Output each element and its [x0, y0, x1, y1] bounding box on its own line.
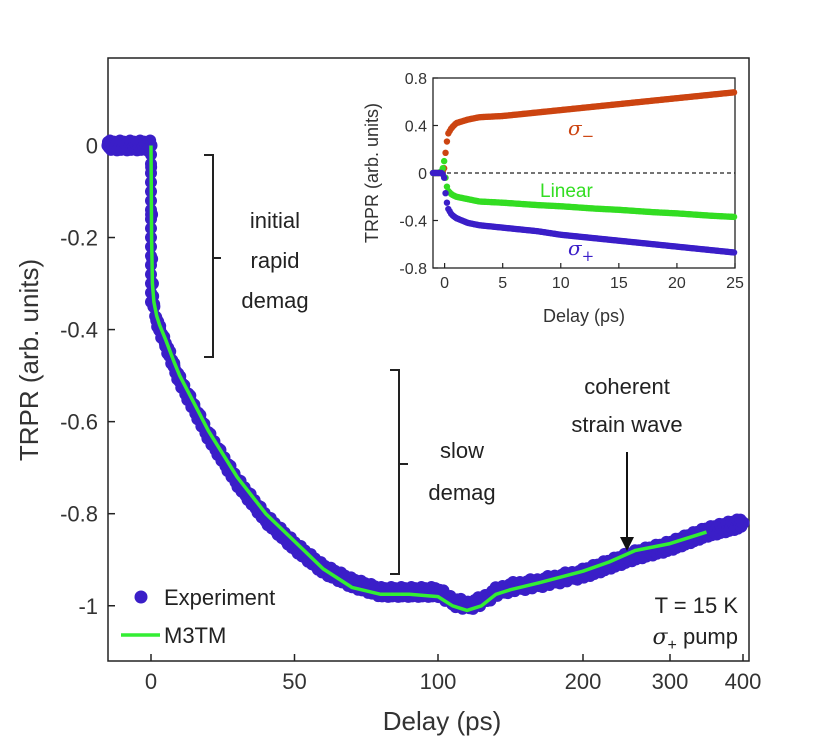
- temperature-label: T = 15 K: [655, 593, 739, 618]
- main-y-ticks: 0 -0.2 -0.4 -0.6 -0.8 -1: [60, 133, 115, 619]
- inset-x-tick-label: 10: [552, 275, 570, 292]
- initial-demag-label-2: rapid: [251, 248, 300, 273]
- experiment-point: [145, 139, 157, 152]
- inset-linear-point: [730, 213, 738, 221]
- main-x-tick-label: 300: [652, 669, 689, 694]
- inset-chart: 0.8 0.4 0 -0.4 -0.8 0 5 10 15 20 25 Delay (ps) TR…: [362, 71, 744, 326]
- main-y-tick-label: 0: [86, 133, 98, 158]
- inset-y-tick-label: 0.8: [405, 71, 427, 88]
- strain-wave-label-1: coherent: [584, 374, 670, 399]
- pump-label: σ+ pump: [652, 624, 738, 654]
- slow-demag-label-1: slow: [440, 438, 484, 463]
- strain-wave-label-2: strain wave: [571, 412, 682, 437]
- main-y-tick-label: -0.8: [60, 502, 98, 527]
- main-x-ticks: 0 50 100 200 300 400: [145, 654, 761, 694]
- main-y-tick-label: -0.6: [60, 410, 98, 435]
- inset-label-sigma-plus: σ+: [568, 236, 594, 265]
- main-x-tick-label: 100: [420, 669, 457, 694]
- inset-sigma-plus-point: [730, 249, 738, 256]
- inset-sigma-plus-point: [440, 174, 448, 181]
- main-y-tick-label: -0.2: [60, 226, 98, 251]
- experiment-point: [736, 516, 749, 529]
- inset-linear-point: [440, 157, 448, 165]
- inset-y-tick-label: -0.8: [399, 261, 427, 278]
- m3tm-fit-line: [149, 145, 708, 613]
- main-x-tick-label: 0: [145, 669, 157, 694]
- legend-experiment-label: Experiment: [164, 585, 275, 610]
- inset-sigma-minus-point: [730, 89, 738, 96]
- inset-sigma-plus-point: [443, 199, 451, 206]
- initial-demag-label-3: demag: [241, 288, 308, 313]
- main-y-tick-label: -1: [78, 594, 98, 619]
- inset-series: [429, 89, 738, 256]
- initial-demag-bracket: [204, 154, 221, 358]
- inset-y-tick-label: -0.4: [399, 214, 427, 231]
- main-y-axis-title: TRPR (arb. units): [14, 259, 44, 461]
- inset-x-tick-label: 5: [498, 275, 507, 292]
- legend-experiment-marker: [134, 590, 148, 604]
- inset-sigma-minus-point: [442, 149, 449, 157]
- inset-sigma-plus-point: [442, 189, 449, 197]
- main-x-tick-label: 200: [565, 669, 602, 694]
- inset-x-tick-label: 20: [668, 275, 686, 292]
- inset-x-ticks: 0 5 10 15 20 25: [440, 263, 744, 292]
- inset-label-linear: Linear: [540, 181, 593, 202]
- main-x-axis-title: Delay (ps): [383, 706, 501, 736]
- main-x-tick-label: 50: [282, 669, 306, 694]
- legend-m3tm-label: M3TM: [164, 623, 226, 648]
- inset-label-sigma-minus: σ−: [568, 116, 594, 145]
- inset-y-ticks: 0.8 0.4 0 -0.4 -0.8: [399, 71, 438, 278]
- main-x-tick-label: 400: [725, 669, 762, 694]
- inset-x-tick-label: 0: [440, 275, 449, 292]
- slow-demag-bracket: [390, 369, 408, 575]
- inset-x-axis-title: Delay (ps): [543, 306, 625, 326]
- inset-x-tick-label: 25: [726, 275, 744, 292]
- slow-demag-label-2: demag: [428, 480, 495, 505]
- inset-y-tick-label: 0: [418, 166, 427, 183]
- strain-wave-arrowhead: [620, 537, 634, 551]
- main-y-tick-label: -0.4: [60, 318, 98, 343]
- inset-y-axis-title: TRPR (arb. units): [362, 103, 382, 243]
- inset-sigma-minus-point: [443, 138, 451, 145]
- inset-y-tick-label: 0.4: [405, 119, 427, 136]
- initial-demag-label-1: initial: [250, 208, 300, 233]
- inset-x-tick-label: 15: [610, 275, 628, 292]
